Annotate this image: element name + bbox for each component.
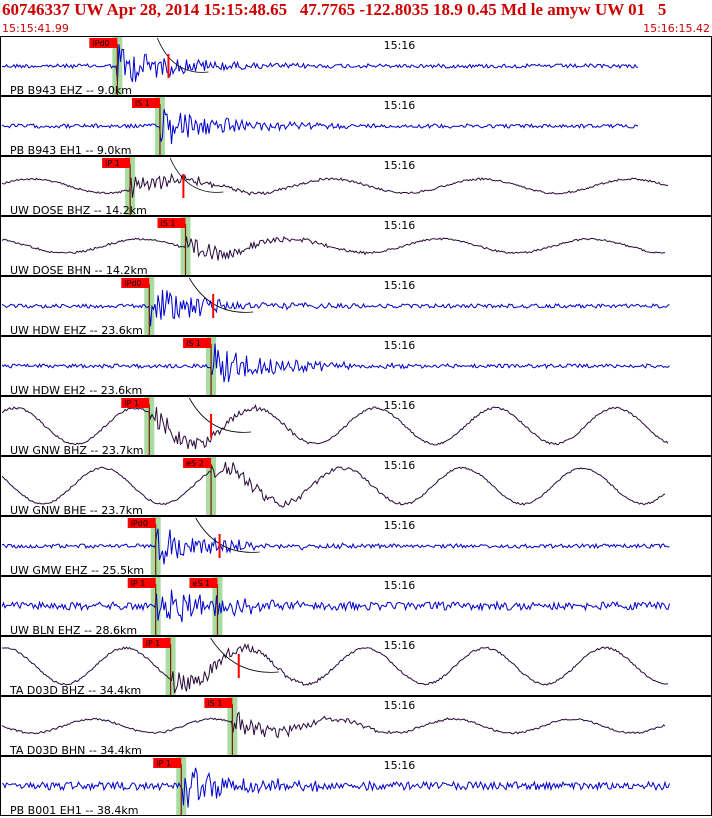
pick-flag[interactable] <box>142 638 171 648</box>
pick-label: iS 1 <box>207 699 222 708</box>
pick-flag[interactable] <box>157 218 186 228</box>
pick-flag[interactable] <box>127 578 156 588</box>
waveform-trace <box>1 404 669 450</box>
station-label: PB B943 EH1 -- 9.0km <box>10 144 131 157</box>
station-label: UW DOSE BHZ -- 14.2km <box>10 204 147 217</box>
waveform-trace <box>1 767 670 808</box>
waveform-trace <box>1 643 669 694</box>
waveform-trace <box>1 343 670 383</box>
theoretical-curve <box>156 37 209 73</box>
pick-label: iS 1 <box>161 219 176 228</box>
pick-flag[interactable] <box>121 398 150 408</box>
station-label: UW GMW EHZ -- 25.5km <box>10 564 144 577</box>
waveform-trace <box>1 235 666 261</box>
window-end-time: 15:16:15.42 <box>643 22 710 35</box>
pick-label: iS 1 <box>186 339 201 348</box>
pick-label: eS 1 <box>192 579 210 588</box>
pick-label: iP 1 <box>105 159 120 168</box>
minute-tick-label: 15:16 <box>384 399 416 412</box>
pick-flag[interactable] <box>183 458 212 468</box>
window-start-time: 15:15:41.99 <box>2 22 69 35</box>
station-label: UW BLN EHZ -- 28.6km <box>10 624 137 637</box>
pick-flag[interactable] <box>127 518 156 528</box>
pick-label: iPd0 <box>124 279 141 288</box>
station-label: TA D03D BHN -- 34.4km <box>9 744 142 757</box>
minute-tick-label: 15:16 <box>384 219 416 232</box>
pick-label: eS 2 <box>186 459 204 468</box>
minute-tick-label: 15:16 <box>384 159 416 172</box>
pick-flag[interactable] <box>183 338 212 348</box>
waveform-trace <box>1 528 670 565</box>
pick-label: iP 1 <box>146 639 161 648</box>
pick-flag[interactable] <box>204 698 233 708</box>
minute-tick-label: 15:16 <box>384 759 416 772</box>
pick-label: iP 1 <box>124 399 139 408</box>
minute-tick-label: 15:16 <box>384 579 416 592</box>
waveform-trace <box>1 711 666 739</box>
station-label: UW HDW EHZ -- 23.6km <box>10 324 143 337</box>
pick-flag[interactable] <box>121 278 150 288</box>
theoretical-curve <box>188 277 254 313</box>
minute-tick-label: 15:16 <box>384 339 416 352</box>
theoretical-curve <box>195 517 260 553</box>
event-header: 60746337 UW Apr 28, 2014 15:15:48.65 47.… <box>2 0 667 19</box>
pick-label: iS 1 <box>135 99 150 108</box>
pick-label: iPd0 <box>131 519 148 528</box>
station-label: UW GNW BHE -- 23.7km <box>10 504 143 517</box>
minute-tick-label: 15:16 <box>384 639 416 652</box>
pick-label: iP 1 <box>131 579 146 588</box>
theoretical-curve <box>210 637 279 673</box>
waveform-trace <box>1 109 639 145</box>
pick-label: iPd0 <box>92 39 109 48</box>
pick-flag[interactable] <box>189 578 218 588</box>
waveform-trace <box>1 461 666 508</box>
station-label: UW HDW EH2 -- 23.6km <box>10 384 142 397</box>
pick-flag[interactable] <box>89 38 118 48</box>
waveform-trace <box>1 172 669 198</box>
theoretical-curve <box>188 397 252 433</box>
pick-flag[interactable] <box>102 158 131 168</box>
station-label: PB B001 EH1 -- 38.4km <box>10 804 138 817</box>
pick-flag[interactable] <box>131 98 160 108</box>
minute-tick-label: 15:16 <box>384 279 416 292</box>
waveform-trace <box>1 589 670 623</box>
theoretical-curve <box>169 157 224 193</box>
pick-label: iP 1 <box>156 759 171 768</box>
minute-tick-label: 15:16 <box>384 699 416 712</box>
waveform-trace <box>1 44 639 83</box>
station-label: TA D03D BHZ -- 34.4km <box>9 684 141 697</box>
minute-tick-label: 15:16 <box>384 459 416 472</box>
pick-flag[interactable] <box>153 758 182 768</box>
minute-tick-label: 15:16 <box>384 39 416 52</box>
station-label: UW DOSE BHN -- 14.2km <box>10 264 148 277</box>
station-label: UW GNW BHZ -- 23.7km <box>10 444 143 457</box>
station-label: PB B943 EHZ -- 9.0km <box>10 84 132 97</box>
minute-tick-label: 15:16 <box>384 519 416 532</box>
waveform-trace <box>1 289 670 327</box>
minute-tick-label: 15:16 <box>384 99 416 112</box>
